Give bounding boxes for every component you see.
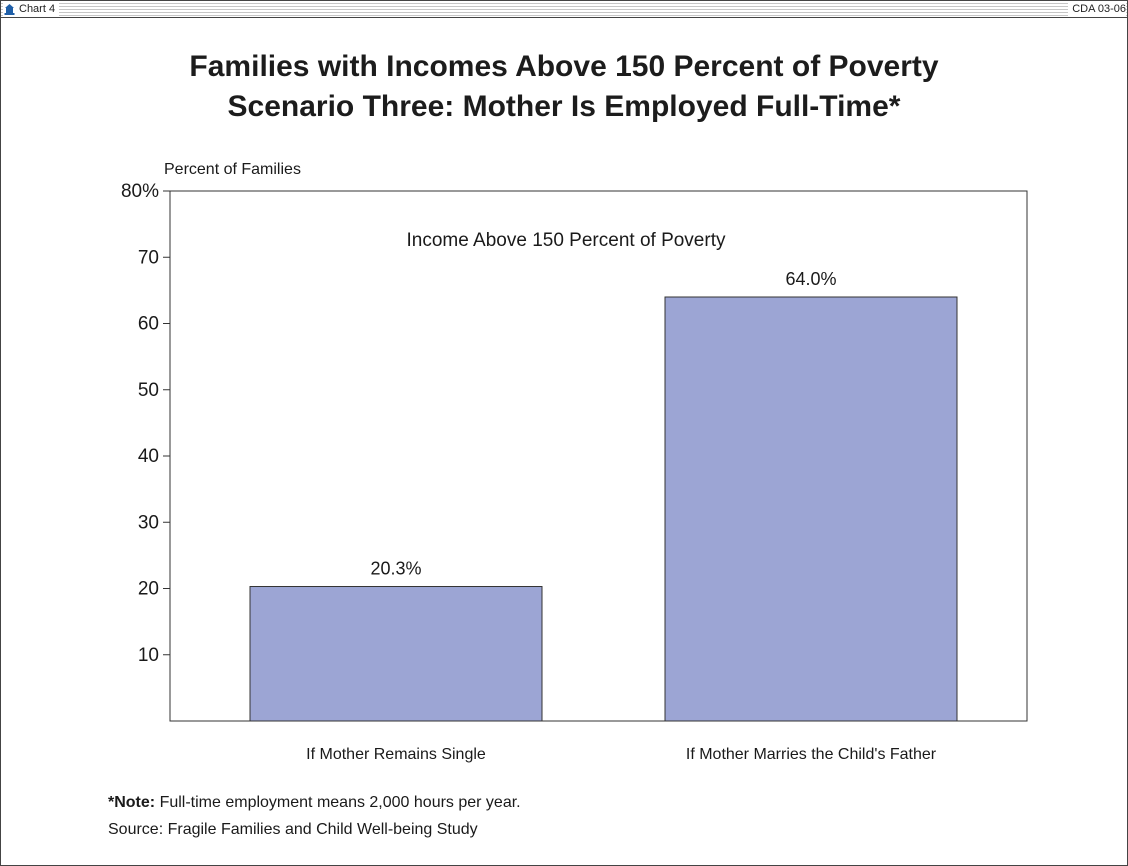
- header-left: Chart 4: [3, 1, 60, 17]
- note-text: Full-time employment means 2,000 hours p…: [159, 794, 521, 811]
- bar-value-label: 20.3%: [370, 559, 421, 579]
- source-label: Source:: [108, 821, 164, 838]
- y-tick-label: 70: [138, 247, 159, 268]
- footnote-source: Source: Fragile Families and Child Well-…: [108, 821, 478, 839]
- chart-subtitle: Income Above 150 Percent of Poverty: [407, 230, 726, 251]
- footnote-note: *Note: Full-time employment means 2,000 …: [108, 794, 521, 812]
- header-bar: Chart 4 CDA 03-06: [1, 1, 1127, 18]
- bar: [249, 586, 543, 722]
- chart-title-line2: Scenario Three: Mother Is Employed Full-…: [227, 90, 901, 123]
- y-tick-label: 50: [138, 380, 159, 401]
- x-category-label: If Mother Marries the Child's Father: [686, 746, 937, 763]
- y-tick-label: 10: [138, 645, 159, 666]
- source-text: Fragile Families and Child Well-being St…: [167, 821, 478, 838]
- chart-number-label: Chart 4: [19, 3, 56, 15]
- y-tick-label: 40: [138, 446, 159, 467]
- y-tick-label: 80%: [121, 181, 159, 202]
- x-category-label: If Mother Remains Single: [306, 746, 486, 763]
- y-tick-label: 20: [138, 579, 159, 600]
- y-tick-label: 60: [138, 314, 159, 335]
- bell-icon: [4, 3, 15, 15]
- bar: [664, 296, 958, 722]
- y-tick-label: 30: [138, 512, 159, 533]
- y-axis-label: Percent of Families: [164, 161, 301, 178]
- note-label: *Note:: [108, 794, 156, 811]
- chart-code-label: CDA 03-06: [1068, 1, 1126, 17]
- chart-title-line1: Families with Incomes Above 150 Percent …: [189, 50, 939, 83]
- bar-value-label: 64.0%: [785, 269, 836, 289]
